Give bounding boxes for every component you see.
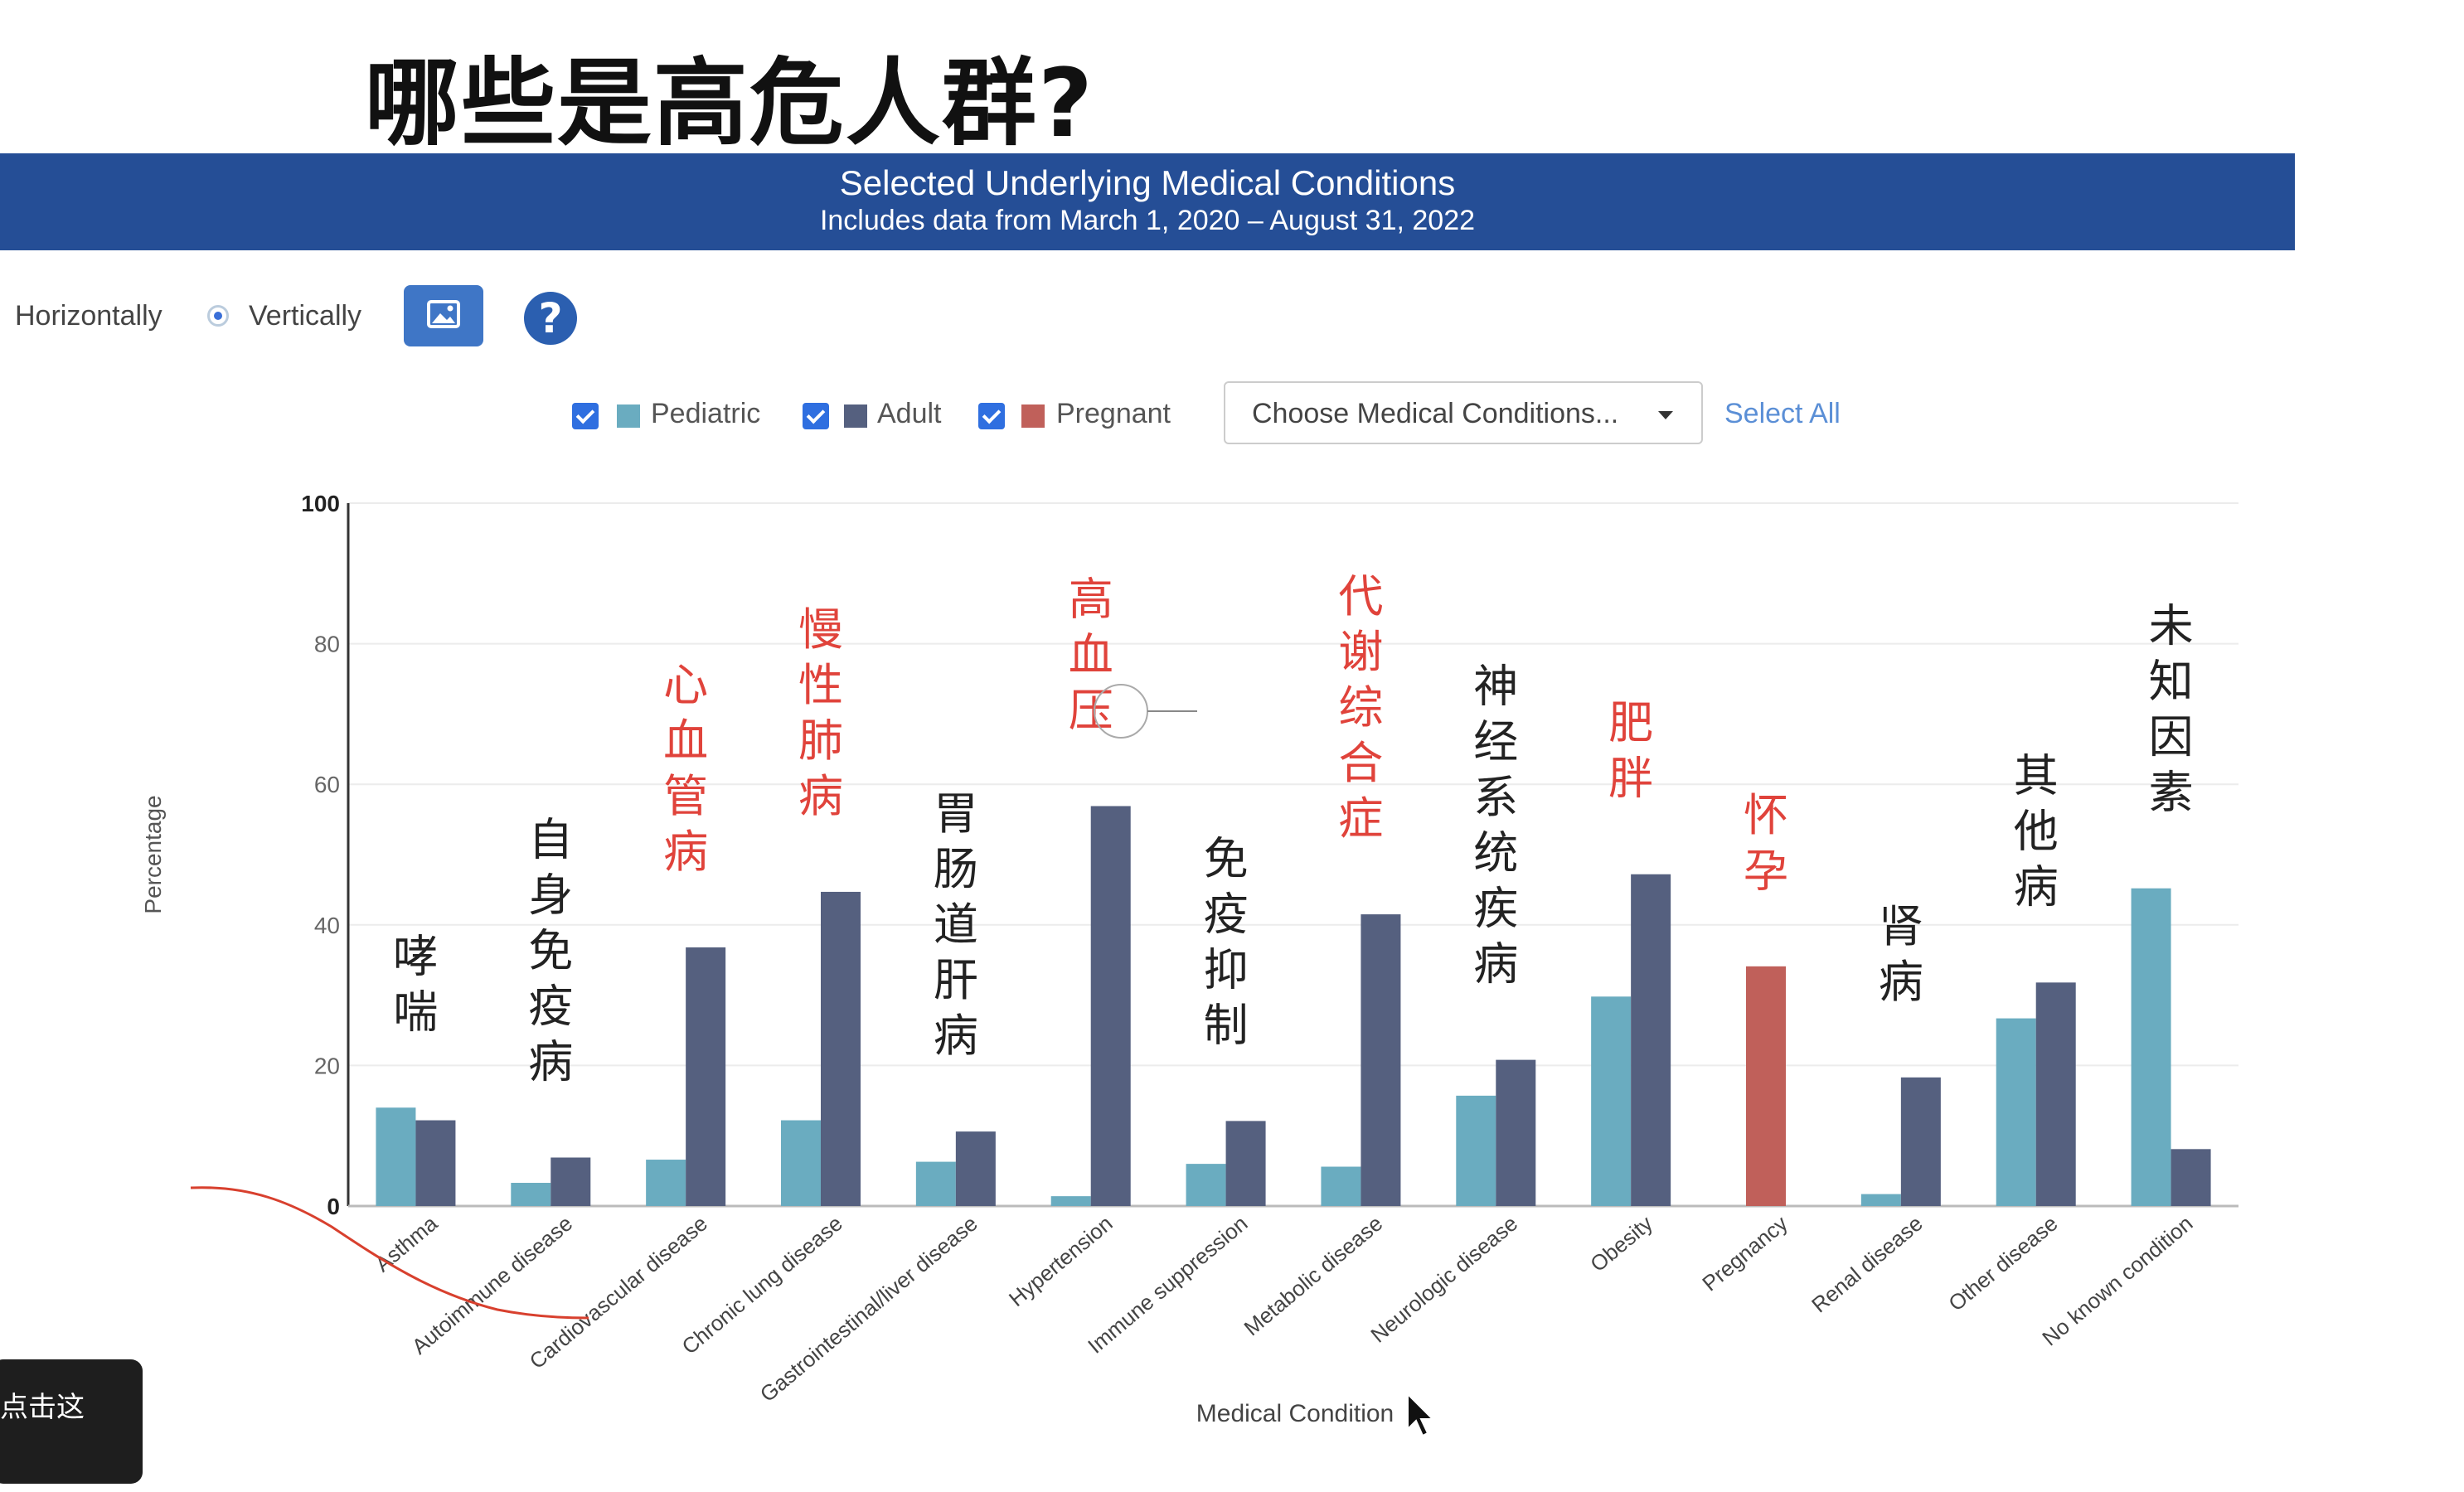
x-tick-label: Renal disease [1807,1211,1928,1318]
question-icon: ? [538,294,563,342]
x-tick-label: Other disease [1943,1211,2062,1316]
tooltip-popup[interactable]: 点击这 [0,1359,143,1484]
y-tick-label: 0 [327,1194,340,1219]
bar-pediatric [915,1161,956,1206]
condition-annotation: 神经系统疾病 [1473,661,1518,991]
banner-title: Selected Underlying Medical Conditions [839,163,1456,202]
pregnant-label[interactable]: Pregnant [1056,398,1171,429]
dropdown-label: Choose Medical Conditions... [1252,398,1619,429]
bar-pediatric [1321,1166,1361,1206]
condition-annotation: 肾病 [1879,900,1923,1008]
adult-swatch [844,404,867,428]
pregnant-checkbox[interactable] [978,403,1005,429]
bar-adult [2035,982,2076,1206]
x-tick-label: Metabolic disease [1239,1211,1388,1341]
bar-pregnant [1746,966,1786,1206]
y-tick-label: 100 [301,491,340,516]
condition-annotation: 代谢综合症 [1338,570,1383,845]
condition-annotation: 免疫抑制 [1204,832,1249,1051]
y-axis-title: Percentage [140,795,166,913]
download-image-button[interactable] [404,285,483,346]
bar-adult [1631,874,1671,1206]
x-tick-label: Pregnancy [1697,1211,1792,1296]
y-tick-label: 60 [314,772,340,797]
pregnant-swatch [1021,404,1045,428]
bar-adult [415,1120,456,1206]
condition-annotation: 哮喘 [393,930,438,1038]
condition-annotation: 高血压 [1069,573,1113,736]
bar-adult [2171,1149,2211,1206]
hand-drawn-stroke [190,1186,589,1320]
pediatric-checkbox[interactable] [572,403,599,429]
y-tick-label: 80 [314,632,340,657]
x-tick-label: Asthma [370,1210,442,1276]
bar-adult [1496,1059,1536,1206]
condition-annotation: 心血管病 [663,659,708,878]
bar-pediatric [1186,1164,1226,1206]
y-tick-label: 20 [314,1053,340,1078]
x-tick-label: Gastrointestinal/liver disease [755,1211,982,1407]
bar-chart: 0 20 40 60 80 100 Percentage Medical Condition A… [140,491,2238,1427]
bar-adult [821,891,861,1206]
select-all-link[interactable]: Select All [1724,398,1841,429]
bar-adult [1090,806,1131,1206]
x-tick-label: Neurologic disease [1365,1211,1522,1348]
bar-pediatric [511,1183,551,1206]
condition-annotation: 自身免疫病 [528,813,573,1088]
bar-pediatric [781,1120,821,1206]
bar-adult [1225,1121,1266,1206]
condition-annotation: 肥胖 [1608,697,1653,805]
bar-adult [1361,914,1401,1206]
pediatric-swatch [617,404,640,428]
x-tick-label: No known condition [2037,1211,2197,1351]
condition-annotation: 怀孕 [1744,789,1788,897]
condition-annotation: 胃肠道肝病 [934,787,978,1062]
y-tick-label: 40 [314,913,340,938]
vertical-option-label[interactable]: Vertically [249,300,362,332]
bar-adult [1900,1077,1941,1206]
series-legend: Pediatric Adult Pregnant Choose Medical … [0,381,1990,448]
condition-annotation: 慢性肺病 [798,603,843,822]
image-icon [427,300,460,328]
caret-down-icon [1658,411,1673,419]
chart-header-banner: Selected Underlying Medical Conditions I… [0,153,2295,250]
x-axis-title: Medical Condition [1196,1400,1394,1427]
help-button[interactable]: ? [524,292,577,345]
slide-title: 哪些是高危人群? [364,48,1095,158]
bar-pediatric [376,1107,416,1206]
mouse-pointer-icon [1407,1393,1435,1437]
bar-adult [955,1131,996,1206]
horizontal-option-label[interactable]: Horizontally [15,300,162,332]
bar-pediatric [2131,888,2171,1206]
medical-conditions-dropdown[interactable]: Choose Medical Conditions... [1224,381,1703,444]
x-tick-label: Hypertension [1004,1211,1118,1311]
bar-pediatric [1050,1196,1091,1206]
vertical-radio[interactable] [207,305,229,327]
bar-pediatric [1860,1194,1901,1206]
pediatric-label[interactable]: Pediatric [651,398,761,429]
bar-pediatric [646,1160,686,1206]
x-tick-label: Obesity [1585,1211,1657,1277]
tooltip-text: 点击这 [0,1391,85,1424]
condition-annotation: 其他病 [2014,749,2059,913]
banner-subtitle: Includes data from March 1, 2020 – Augus… [819,205,1476,236]
condition-annotation: 未知因素 [2149,600,2194,819]
orientation-controls: Horizontally Vertically ? [0,282,663,348]
adult-label[interactable]: Adult [877,398,942,429]
adult-checkbox[interactable] [803,403,829,429]
bar-adult [551,1157,591,1206]
bar-pediatric [1996,1018,2036,1206]
bar-pediatric [1456,1095,1496,1206]
bar-adult [686,947,726,1206]
bar-pediatric [1591,996,1632,1206]
